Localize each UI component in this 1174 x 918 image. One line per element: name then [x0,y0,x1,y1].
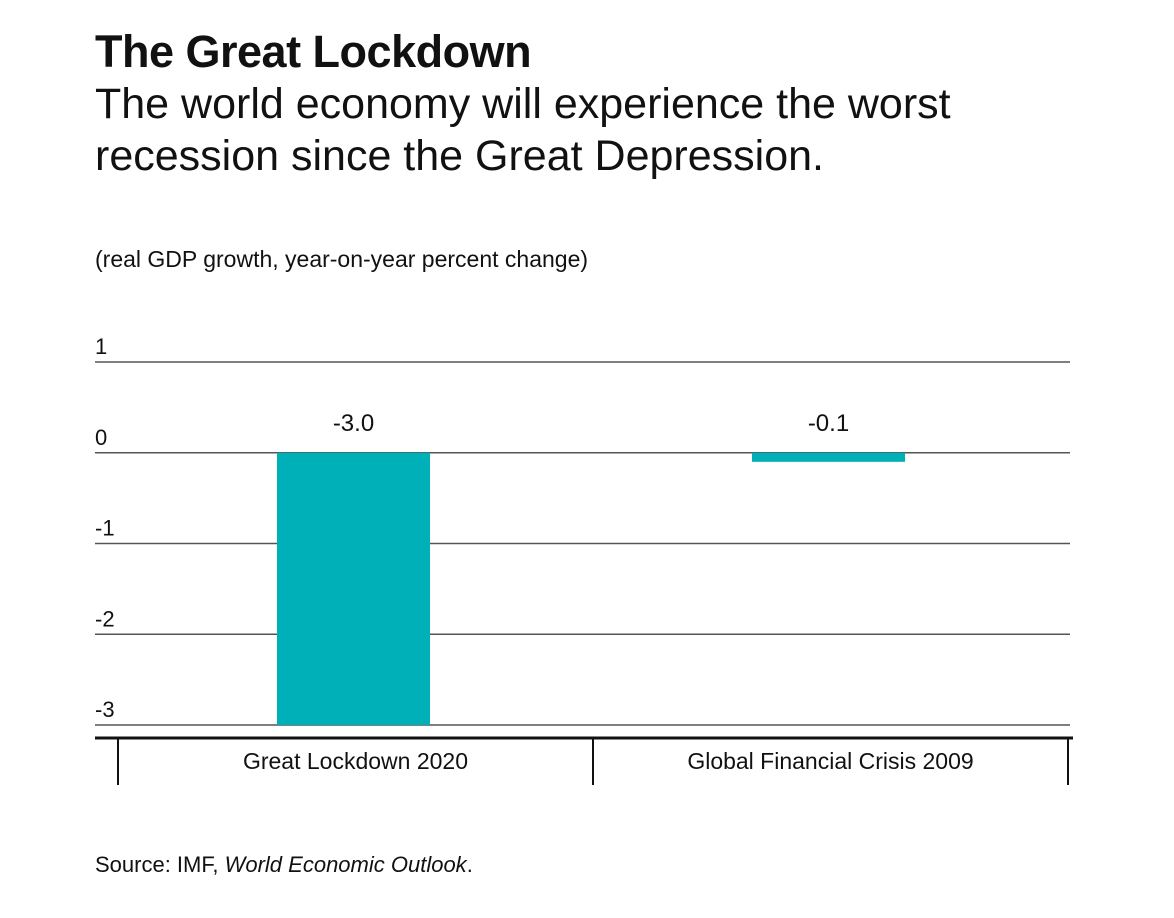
y-tick-label: 0 [95,425,107,450]
x-axis-category-labels: Great Lockdown 2020 Global Financial Cris… [243,748,974,774]
source-prefix: Source: IMF, [95,852,225,877]
y-tick-label: -3 [95,697,115,722]
units-label: (real GDP growth, year-on-year percent c… [95,246,589,272]
chart-title: The Great Lockdown [95,26,532,77]
source-publication: World Economic Outlook [224,852,467,877]
bar [752,452,905,462]
source-note: Source: IMF, World Economic Outlook. [95,850,473,880]
y-axis-tick-labels: 1 0 -1 -2 -3 [95,334,115,722]
y-tick-label: -1 [95,516,115,541]
x-axis [95,736,1073,785]
x-category-label: Great Lockdown 2020 [243,748,468,774]
bar [277,452,430,725]
y-tick-label: 1 [95,334,107,359]
data-labels: -3.0 -0.1 [333,410,849,437]
bar-data-label: -3.0 [333,410,374,437]
bar-data-label: -0.1 [808,410,849,437]
x-category-label: Global Financial Crisis 2009 [687,748,973,774]
y-tick-label: -2 [95,606,115,631]
bars [277,452,905,725]
source-suffix: . [466,852,473,877]
gridlines [95,361,1070,726]
chart-subtitle: The world economy will experience the wo… [95,80,951,180]
